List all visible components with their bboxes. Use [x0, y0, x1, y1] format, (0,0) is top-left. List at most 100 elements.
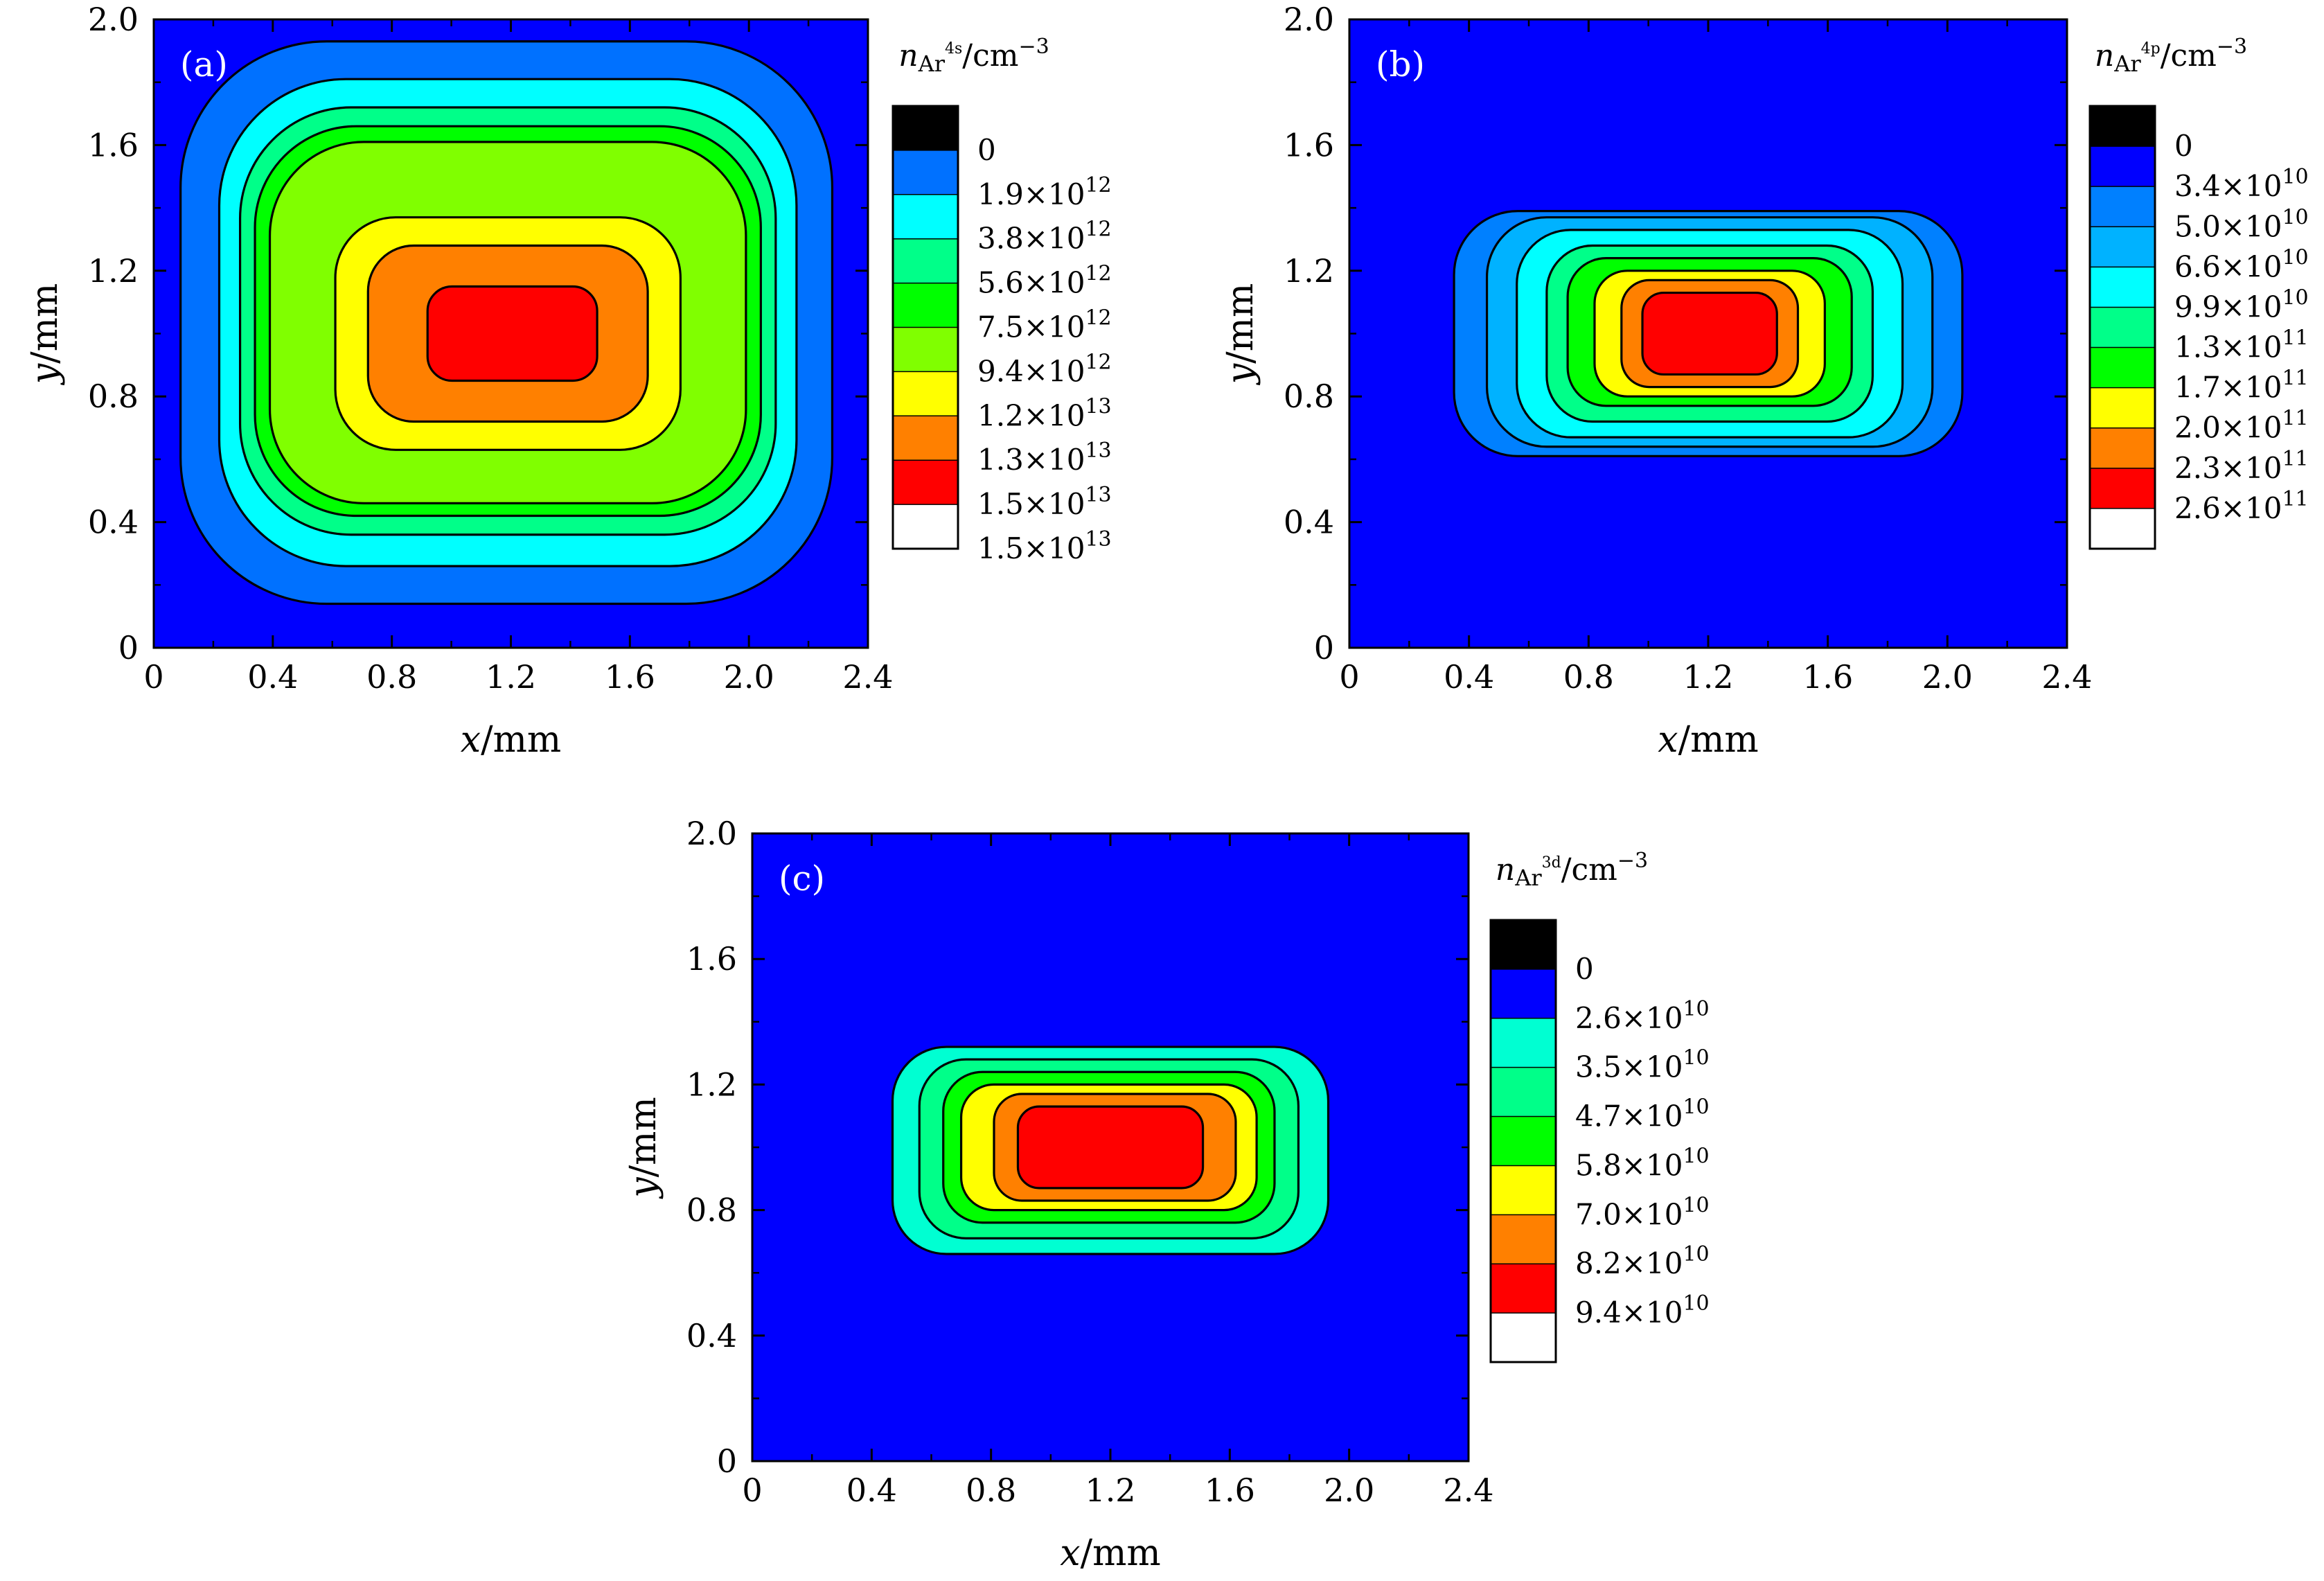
y-tick-label: 2.0: [686, 815, 737, 852]
level-times-ten: ×10: [2221, 290, 2282, 324]
level-exponent: 11: [2282, 326, 2308, 351]
level-exponent: 12: [1085, 218, 1111, 242]
colorbar-level-label: 2.0×1011: [2174, 407, 2309, 445]
level-exponent: 10: [1683, 1242, 1709, 1266]
level-exponent: 10: [1683, 1144, 1709, 1168]
level-mantissa: 1.9: [977, 177, 1024, 211]
x-axis-unit: /mm: [1678, 719, 1759, 761]
y-tick-label: 1.2: [686, 1066, 737, 1103]
cb-title-unit-exp: −3: [1019, 35, 1049, 59]
level-mantissa: 5.0: [2174, 209, 2221, 243]
level-times-ten: ×10: [2221, 371, 2282, 405]
cb-title-unit: /cm: [2161, 38, 2217, 73]
y-axis-title: y/mm: [24, 283, 66, 386]
contour-bands: [1453, 210, 1964, 457]
y-axis-var: y: [623, 1177, 664, 1199]
x-tick-label: 1.6: [1802, 658, 1853, 696]
colorbar-swatch: [2090, 347, 2155, 389]
colorbar-swatch: [1491, 1165, 1556, 1215]
colorbar-swatch: [893, 238, 958, 284]
colorbar-swatch: [1491, 1116, 1556, 1166]
level-exponent: 11: [2282, 407, 2308, 431]
y-tick-label: 1.6: [686, 940, 737, 978]
axis-ticks: [1348, 18, 2068, 649]
axis-ticks: [751, 832, 1470, 1463]
x-axis-title: x/mm: [1658, 719, 1758, 761]
colorbar-swatch: [893, 504, 958, 549]
level-times-ten: ×10: [2221, 451, 2282, 485]
y-axis-unit: /mm: [24, 283, 66, 364]
x-tick-label: 0: [742, 1472, 762, 1509]
colorbar-swatch: [2090, 267, 2155, 308]
colorbar-level-label: 9.4×1010: [1575, 1291, 1710, 1330]
colorbar-level-label: 2.6×1010: [1575, 997, 1710, 1035]
contour-bands: [891, 1045, 1330, 1255]
colorbar-swatch: [893, 371, 958, 416]
cb-title-var: n: [2095, 38, 2114, 73]
level-mantissa: 7.5: [977, 310, 1024, 344]
y-axis-unit: /mm: [1220, 283, 1261, 364]
y-axis-unit: /mm: [623, 1097, 664, 1177]
level-mantissa: 5.8: [1575, 1148, 1622, 1182]
level-exponent: 10: [1683, 1193, 1709, 1217]
colorbar-level-label: 3.8×1012: [977, 218, 1112, 256]
colorbar-swatch: [2090, 387, 2155, 429]
colorbar-title: nAr3d/cm−3: [1496, 849, 1648, 891]
colorbar-level-label: 1.9×1012: [977, 173, 1112, 211]
level-times-ten: ×10: [1622, 1001, 1683, 1035]
level-times-ten: ×10: [2221, 209, 2282, 243]
colorbar-swatch: [1491, 1018, 1556, 1068]
colorbar-swatch: [893, 327, 958, 372]
level-mantissa: 9.4: [977, 354, 1024, 388]
level-exponent: 10: [2282, 165, 2308, 189]
y-axis-var: y: [1220, 363, 1261, 385]
level-mantissa: 9.4: [1575, 1296, 1622, 1330]
colorbar-swatch: [1491, 1264, 1556, 1314]
x-tick-label: 1.2: [1683, 658, 1733, 696]
colorbar-level-label: 7.0×1010: [1575, 1193, 1710, 1231]
colorbar-swatch: [2090, 186, 2155, 227]
level-times-ten: ×10: [1622, 1050, 1683, 1084]
colorbar-swatch: [2090, 508, 2155, 549]
colorbar-level-label: 1.2×1013: [977, 394, 1112, 432]
level-mantissa: 2.3: [2174, 451, 2221, 485]
y-tick-label: 0: [1314, 629, 1334, 666]
colorbar-level-label: 1.3×1011: [2174, 326, 2309, 364]
level-mantissa: 2.0: [2174, 411, 2221, 445]
colorbar-swatch: [1491, 1067, 1556, 1118]
level-exponent: 13: [1085, 483, 1111, 507]
colorbar-level-label: 1.3×1013: [977, 439, 1112, 477]
y-tick-label: 0.4: [686, 1317, 737, 1354]
level-exponent: 10: [2282, 245, 2308, 270]
colorbar-frame: [2088, 105, 2156, 550]
cb-title-sub: Ar: [918, 51, 946, 77]
level-mantissa: 0: [2174, 129, 2193, 163]
level-times-ten: ×10: [1622, 1197, 1683, 1231]
colorbar-swatch: [1491, 920, 1556, 970]
cb-title-unit: /cm: [962, 38, 1018, 73]
level-times-ten: ×10: [1024, 177, 1085, 211]
y-axis-var: y: [24, 363, 66, 385]
x-tick-label: 2.4: [2041, 658, 2092, 696]
x-tick-label: 2.0: [1922, 658, 1973, 696]
colorbar-level-label: 3.4×1010: [2174, 165, 2309, 203]
y-tick-label: 0: [717, 1442, 737, 1480]
colorbar-level-label: 0: [1575, 952, 1594, 986]
level-mantissa: 0: [977, 133, 996, 167]
level-exponent: 13: [1085, 394, 1111, 418]
x-axis-unit: /mm: [1081, 1533, 1161, 1574]
level-mantissa: 1.5: [977, 487, 1024, 521]
colorbar: 02.6×10103.5×10104.7×10105.8×10107.0×101…: [1489, 849, 1710, 1363]
level-exponent: 10: [1683, 1291, 1709, 1316]
colorbar-level-label: 3.5×1010: [1575, 1046, 1710, 1084]
x-tick-label: 0.4: [1444, 658, 1494, 696]
level-mantissa: 3.8: [977, 222, 1024, 256]
level-mantissa: 2.6: [1575, 1001, 1622, 1035]
x-tick-label: 2.4: [842, 658, 893, 696]
x-tick-label: 1.2: [1085, 1472, 1135, 1509]
colorbar-level-label: 1.5×1013: [977, 483, 1112, 521]
level-mantissa: 1.3: [2174, 330, 2221, 364]
colorbar-swatch: [2090, 307, 2155, 348]
level-mantissa: 1.2: [977, 398, 1024, 432]
